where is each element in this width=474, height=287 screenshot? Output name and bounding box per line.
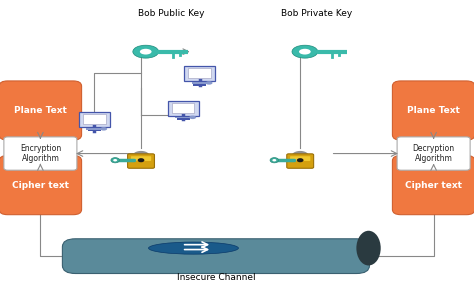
Bar	[83, 114, 106, 124]
Text: Encryption
Algorithm: Encryption Algorithm	[20, 144, 61, 163]
Ellipse shape	[113, 159, 117, 161]
Text: Decryption
Algorithm: Decryption Algorithm	[412, 144, 455, 163]
FancyBboxPatch shape	[63, 239, 369, 274]
Ellipse shape	[356, 231, 381, 265]
FancyBboxPatch shape	[287, 154, 314, 168]
FancyBboxPatch shape	[0, 156, 82, 215]
Bar	[188, 68, 211, 78]
Bar	[192, 82, 207, 84]
Ellipse shape	[292, 45, 318, 58]
FancyBboxPatch shape	[290, 156, 310, 161]
Ellipse shape	[111, 158, 119, 163]
Ellipse shape	[137, 158, 145, 162]
FancyBboxPatch shape	[79, 112, 110, 127]
Ellipse shape	[148, 242, 238, 254]
Text: Plane Text: Plane Text	[407, 106, 460, 115]
Text: Bob Private Key: Bob Private Key	[281, 9, 352, 18]
Bar	[177, 117, 190, 120]
Ellipse shape	[206, 81, 212, 85]
Ellipse shape	[189, 116, 196, 119]
Text: Insecure Channel: Insecure Channel	[177, 273, 255, 282]
FancyBboxPatch shape	[168, 100, 199, 116]
Bar	[193, 83, 206, 86]
Ellipse shape	[299, 49, 311, 55]
FancyBboxPatch shape	[397, 137, 470, 170]
FancyBboxPatch shape	[131, 156, 151, 161]
Bar	[172, 103, 194, 113]
Text: Cipher text: Cipher text	[405, 181, 462, 190]
Bar	[88, 129, 100, 131]
Bar	[175, 117, 191, 118]
FancyBboxPatch shape	[392, 81, 474, 140]
FancyBboxPatch shape	[0, 81, 82, 140]
Text: Bob Public Key: Bob Public Key	[138, 9, 205, 18]
Ellipse shape	[270, 158, 279, 163]
Ellipse shape	[273, 159, 276, 161]
FancyBboxPatch shape	[392, 156, 474, 215]
Ellipse shape	[297, 158, 303, 162]
FancyBboxPatch shape	[128, 154, 155, 168]
Ellipse shape	[140, 49, 152, 55]
Bar	[86, 128, 102, 130]
Ellipse shape	[100, 127, 107, 131]
FancyBboxPatch shape	[184, 66, 215, 81]
Text: Plane Text: Plane Text	[14, 106, 67, 115]
Text: Cipher text: Cipher text	[12, 181, 69, 190]
FancyBboxPatch shape	[4, 137, 77, 170]
Ellipse shape	[133, 45, 159, 58]
